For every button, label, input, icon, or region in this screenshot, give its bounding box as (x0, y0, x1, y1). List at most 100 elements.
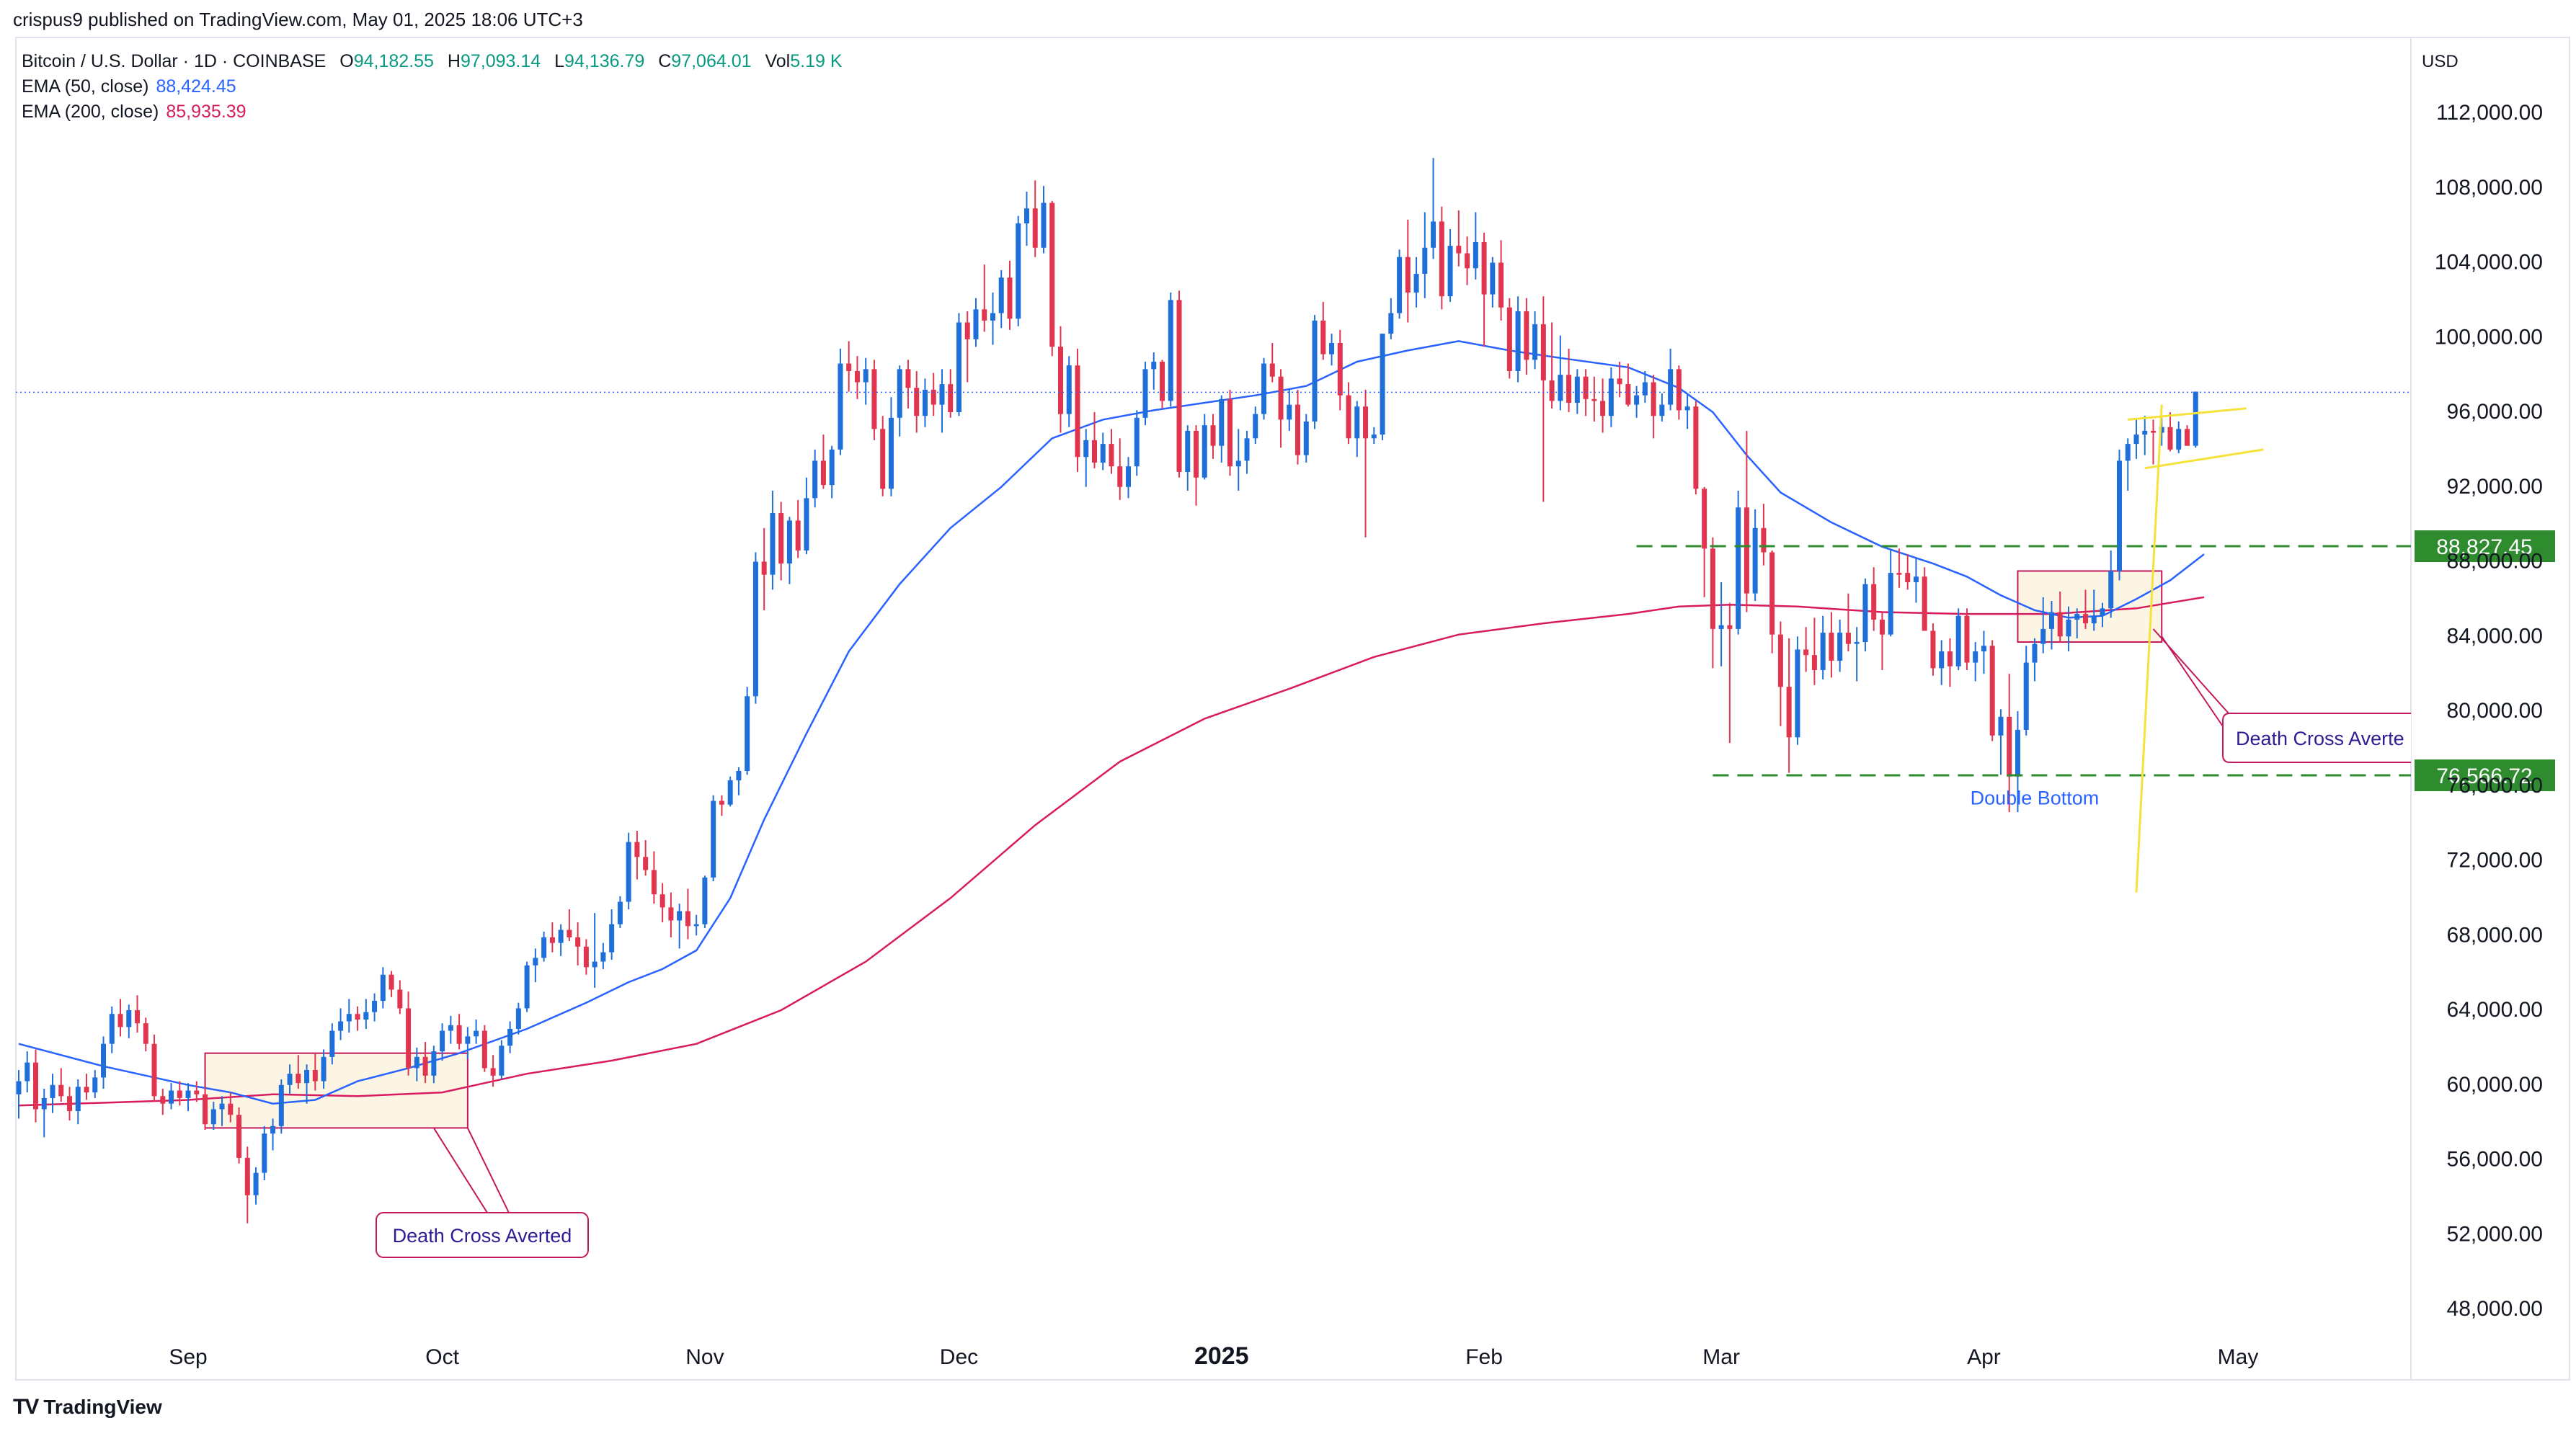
close-label: C (658, 51, 672, 71)
ema50-row[interactable]: EMA (50, close) 88,424.45 (22, 74, 843, 99)
candle-body (1574, 376, 1580, 404)
chart-frame (15, 37, 2570, 1381)
candle (143, 1017, 148, 1052)
brand-name: TradingView (43, 1396, 162, 1418)
candle-body (1634, 395, 1640, 405)
symbol-label[interactable]: Bitcoin / U.S. Dollar · 1D · COINBASE (22, 51, 327, 71)
y-tick-label: 52,000.00 (2447, 1222, 2543, 1246)
candle (304, 1064, 310, 1104)
candle-body (1439, 221, 1444, 297)
candle (312, 1053, 318, 1091)
candle (1032, 180, 1038, 257)
candle-body (2015, 729, 2020, 777)
candle (1126, 457, 1132, 499)
candle (1075, 348, 1080, 472)
currency-label[interactable]: USD (2422, 52, 2459, 71)
candle-body (1964, 615, 1970, 663)
y-tick-label: 92,000.00 (2447, 475, 2543, 499)
candle (474, 1019, 479, 1044)
candle (515, 1002, 521, 1035)
candle (1727, 602, 1733, 744)
candle (92, 1070, 98, 1098)
candle-body (990, 313, 995, 321)
candle (1397, 249, 1403, 319)
candle-body (33, 1062, 39, 1110)
tradingview-brand[interactable]: TV TradingView (13, 1395, 162, 1419)
candle-body (693, 924, 699, 927)
x-tick-label: Feb (1465, 1345, 1503, 1369)
candle (2125, 438, 2131, 491)
candle-body (702, 877, 708, 924)
candle (1871, 567, 1877, 631)
candle-body (1651, 382, 1656, 416)
candle-body (1320, 320, 1326, 355)
open-value: 94,182.55 (353, 51, 434, 71)
candle-body (1591, 398, 1597, 401)
candle (1718, 582, 1724, 667)
candle (1744, 430, 1749, 612)
candle-body (84, 1087, 89, 1093)
candle-body (1989, 646, 1995, 736)
candle (558, 924, 564, 956)
candle (1176, 290, 1182, 478)
candle-body (1091, 440, 1097, 463)
candle (1989, 640, 1995, 741)
open-label: O (339, 51, 354, 71)
candle-body (736, 771, 742, 780)
candle (871, 360, 877, 440)
volume-label: Vol (765, 51, 791, 71)
candle (1668, 348, 1674, 411)
ema50-value: 88,424.45 (156, 76, 236, 97)
candle (1524, 298, 1529, 375)
candle (880, 416, 886, 496)
callout-text-2: Death Cross Averte (2236, 728, 2404, 749)
candle (1363, 389, 1369, 538)
high-label: H (447, 51, 461, 71)
candle (1380, 334, 1385, 440)
candle (2040, 597, 2046, 654)
ema200-value: 85,935.39 (166, 102, 247, 122)
high-value: 97,093.14 (460, 51, 541, 71)
x-tick-label: Sep (169, 1345, 207, 1369)
candle-body (278, 1084, 284, 1126)
publisher-line: crispus9 published on TradingView.com, M… (13, 9, 583, 30)
candle-body (1862, 584, 1868, 643)
ema200-row[interactable]: EMA (200, close) 85,935.39 (22, 99, 843, 125)
candle (1498, 240, 1504, 321)
candle (1185, 425, 1191, 491)
candle-body (1515, 311, 1521, 371)
candle-body (1506, 307, 1512, 371)
candle-body (1583, 376, 1589, 399)
candle-body (914, 388, 920, 416)
candle (600, 942, 606, 969)
candle-body (1346, 395, 1351, 439)
candle (203, 1087, 208, 1130)
candle (914, 370, 920, 433)
candle-body (1625, 384, 1631, 405)
candle-body (1777, 634, 1783, 687)
candle-body (1363, 406, 1369, 439)
candle-body (135, 1010, 141, 1024)
candle-body (888, 417, 894, 489)
candle-body (1295, 404, 1301, 455)
candle (634, 831, 640, 880)
candle-body (668, 907, 674, 921)
candle-body (1151, 361, 1157, 370)
annotation-box-layer (204, 570, 2163, 1129)
candle (1057, 326, 1063, 433)
candle (296, 1055, 301, 1089)
candle (253, 1167, 259, 1205)
candle (1930, 623, 1936, 676)
candle (1354, 401, 1360, 458)
candle-body (786, 520, 792, 564)
candle-body (2048, 612, 2054, 629)
candle (1981, 630, 1986, 674)
candle (1845, 593, 1851, 651)
candle (507, 1021, 513, 1053)
candle-body (1185, 430, 1191, 472)
candle-body (1269, 363, 1275, 377)
candle (609, 909, 615, 960)
candle-body (1524, 311, 1529, 360)
candle-body (956, 322, 961, 412)
